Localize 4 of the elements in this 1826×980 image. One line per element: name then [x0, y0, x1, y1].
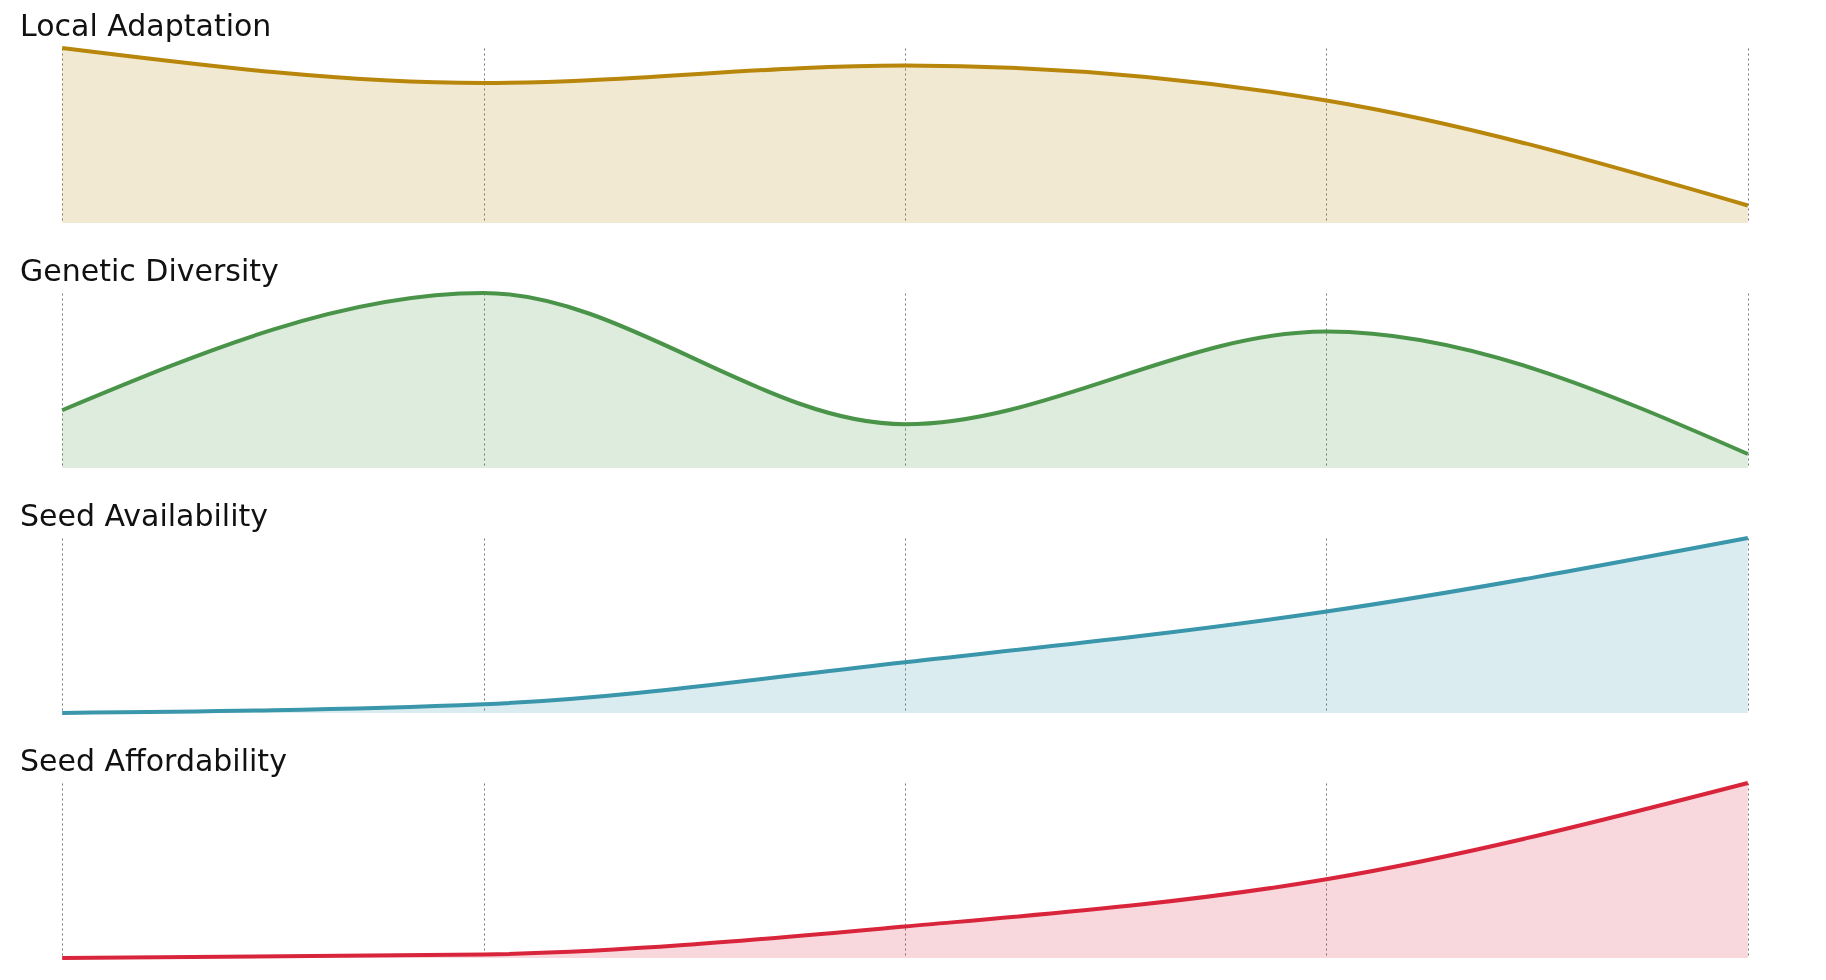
- chart-title: Genetic Diversity: [20, 253, 279, 288]
- chart-title: Seed Availability: [20, 498, 269, 533]
- chart-title: Seed Affordability: [20, 743, 287, 778]
- chart-title: Local Adaptation: [20, 8, 272, 43]
